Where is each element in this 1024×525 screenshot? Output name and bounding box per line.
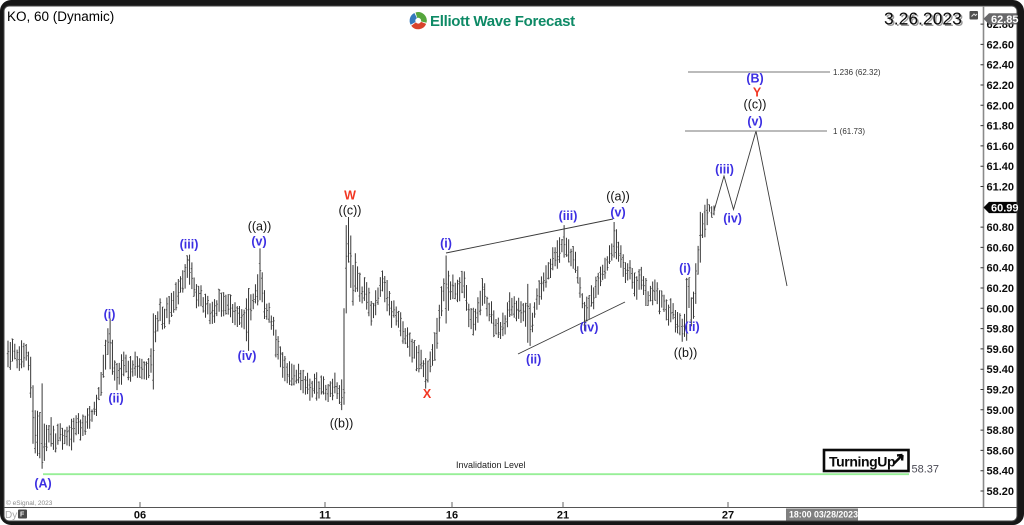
svg-text:((c)): ((c)) bbox=[339, 204, 362, 218]
svg-text:X: X bbox=[423, 387, 432, 401]
svg-text:58.80: 58.80 bbox=[987, 425, 1015, 437]
svg-text:62.00: 62.00 bbox=[987, 100, 1015, 112]
svg-text:(ii): (ii) bbox=[526, 353, 541, 367]
svg-text:61.60: 61.60 bbox=[987, 141, 1015, 153]
svg-text:1 (61.73): 1 (61.73) bbox=[833, 127, 865, 136]
svg-text:62.60: 62.60 bbox=[987, 39, 1015, 51]
svg-text:(B): (B) bbox=[746, 72, 763, 86]
svg-text:(iv): (iv) bbox=[238, 349, 257, 363]
svg-text:27: 27 bbox=[722, 510, 734, 522]
svg-text:3.26.2023: 3.26.2023 bbox=[886, 10, 964, 30]
svg-text:((c)): ((c)) bbox=[744, 98, 767, 112]
svg-text:(i): (i) bbox=[679, 262, 691, 276]
svg-text:(A): (A) bbox=[34, 477, 51, 491]
svg-text:(iv): (iv) bbox=[723, 212, 742, 226]
svg-text:((b)): ((b)) bbox=[674, 346, 698, 360]
svg-text:60.40: 60.40 bbox=[987, 263, 1015, 275]
svg-text:(iv): (iv) bbox=[580, 321, 599, 335]
svg-text:60.80: 60.80 bbox=[987, 222, 1015, 234]
svg-text:16: 16 bbox=[446, 510, 458, 522]
svg-text:60.20: 60.20 bbox=[987, 283, 1015, 295]
svg-text:Dyn: Dyn bbox=[5, 510, 23, 521]
svg-text:W: W bbox=[344, 189, 356, 203]
svg-text:18:00 03/28/2023: 18:00 03/28/2023 bbox=[789, 510, 858, 520]
svg-text:(iii): (iii) bbox=[559, 209, 578, 223]
svg-text:60.60: 60.60 bbox=[987, 242, 1015, 254]
svg-text:06: 06 bbox=[134, 510, 146, 522]
svg-text:58.40: 58.40 bbox=[987, 466, 1015, 478]
svg-text:(v): (v) bbox=[610, 206, 625, 220]
svg-text:Invalidation Level: Invalidation Level bbox=[456, 460, 526, 470]
svg-text:21: 21 bbox=[557, 510, 569, 522]
svg-text:KO, 60 (Dynamic): KO, 60 (Dynamic) bbox=[7, 9, 114, 24]
svg-text:61.40: 61.40 bbox=[987, 161, 1015, 173]
svg-text:61.80: 61.80 bbox=[987, 121, 1015, 133]
svg-text:59.80: 59.80 bbox=[987, 324, 1015, 336]
svg-text:3.26.2023: 3.26.2023 bbox=[884, 9, 962, 29]
svg-text:(i): (i) bbox=[440, 237, 452, 251]
svg-text:60.99: 60.99 bbox=[991, 203, 1019, 215]
svg-text:59.60: 59.60 bbox=[987, 344, 1015, 356]
svg-text:(ii): (ii) bbox=[684, 320, 699, 334]
svg-text:62.20: 62.20 bbox=[987, 80, 1015, 92]
svg-text:Elliott Wave Forecast: Elliott Wave Forecast bbox=[430, 13, 575, 30]
svg-text:62.85: 62.85 bbox=[991, 14, 1019, 26]
svg-text:(iii): (iii) bbox=[715, 163, 734, 177]
svg-text:59.20: 59.20 bbox=[987, 385, 1015, 397]
svg-text:58.37: 58.37 bbox=[912, 464, 940, 476]
svg-text:TurningUp: TurningUp bbox=[829, 454, 895, 470]
svg-text:F: F bbox=[20, 512, 25, 519]
svg-text:((b)): ((b)) bbox=[330, 417, 354, 431]
svg-text:(i): (i) bbox=[104, 308, 116, 322]
svg-text:1.236 (62.32): 1.236 (62.32) bbox=[833, 68, 881, 77]
svg-text:61.20: 61.20 bbox=[987, 182, 1015, 194]
svg-text:59.00: 59.00 bbox=[987, 405, 1015, 417]
svg-text:Y: Y bbox=[753, 86, 762, 100]
svg-text:59.40: 59.40 bbox=[987, 364, 1015, 376]
svg-text:11: 11 bbox=[319, 510, 331, 522]
svg-text:(ii): (ii) bbox=[108, 392, 123, 406]
svg-text:60.00: 60.00 bbox=[987, 303, 1015, 315]
svg-text:(v): (v) bbox=[251, 235, 266, 249]
svg-text:(iii): (iii) bbox=[180, 238, 199, 252]
svg-text:((a)): ((a)) bbox=[248, 220, 272, 234]
svg-text:62.40: 62.40 bbox=[987, 60, 1015, 72]
svg-text:© eSignal, 2023: © eSignal, 2023 bbox=[6, 499, 53, 507]
svg-text:58.20: 58.20 bbox=[987, 486, 1015, 498]
svg-text:((a)): ((a)) bbox=[606, 190, 630, 204]
svg-text:(v): (v) bbox=[747, 115, 762, 129]
svg-text:58.60: 58.60 bbox=[987, 445, 1015, 457]
